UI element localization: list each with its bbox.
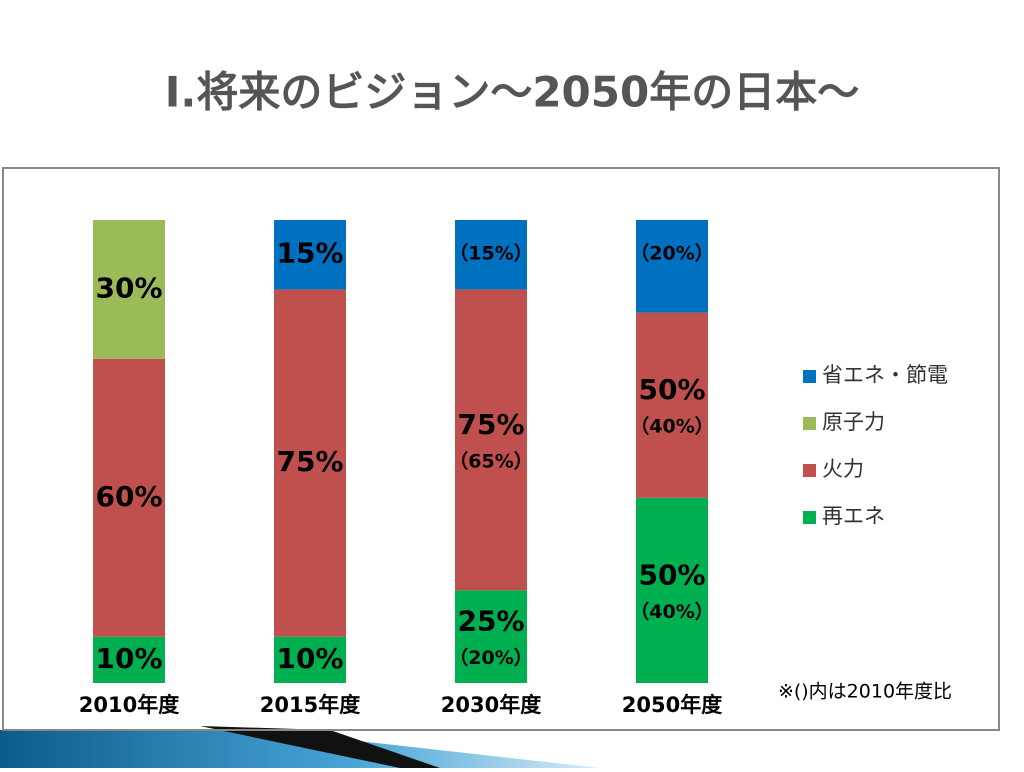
current-label: 75% [457,408,524,441]
bar-segment [93,358,165,637]
bar-segment [455,590,527,683]
decor-swoosh-dark [200,726,440,768]
x-tick-label: 2050年度 [622,693,722,717]
legend-swatch [803,417,816,430]
bar-segment [93,220,165,359]
bar-segment [93,636,165,683]
title: Ⅰ.将来のビジョン～2050年の日本～ [165,68,859,117]
value-label: 10% [95,642,162,675]
value-label: （40%） [630,600,713,623]
value-label: （65%） [449,449,532,472]
current-label: 50% [638,373,705,406]
x-tick-label: 2030年度 [441,693,541,717]
current-label: 25% [457,605,524,638]
value-label: 15% [276,237,343,270]
legend-swatch [803,511,816,524]
bar-segment [455,220,527,290]
legend-swatch [803,464,816,477]
legend-swatch [803,370,816,383]
bar-segment [636,497,708,683]
legend-label: 省エネ・節電 [822,363,948,387]
value-label: （15%） [449,242,532,265]
value-label: （40%） [630,415,713,438]
value-label: 30% [95,271,162,304]
bar-segment [455,289,527,591]
legend-label: 火力 [822,457,864,481]
value-label: 10% [276,642,343,675]
value-label: （20%） [630,242,713,265]
value-label: 75% [276,445,343,478]
legend-label: 原子力 [822,410,885,434]
bar-segment [636,312,708,498]
value-label: 60% [95,480,162,513]
bar-segment [636,220,708,313]
note: ※()内は2010年度比 [778,681,952,703]
bar-segment [274,636,346,683]
decor-swoosh [0,730,600,768]
chart-frame [2,167,1000,731]
x-tick-label: 2015年度 [260,693,360,717]
bar-segment [274,289,346,637]
x-tick-label: 2010年度 [79,693,179,717]
value-label: （20%） [449,646,532,669]
legend-label: 再エネ [822,504,885,528]
bar-segment [274,220,346,290]
current-label: 50% [638,558,705,591]
